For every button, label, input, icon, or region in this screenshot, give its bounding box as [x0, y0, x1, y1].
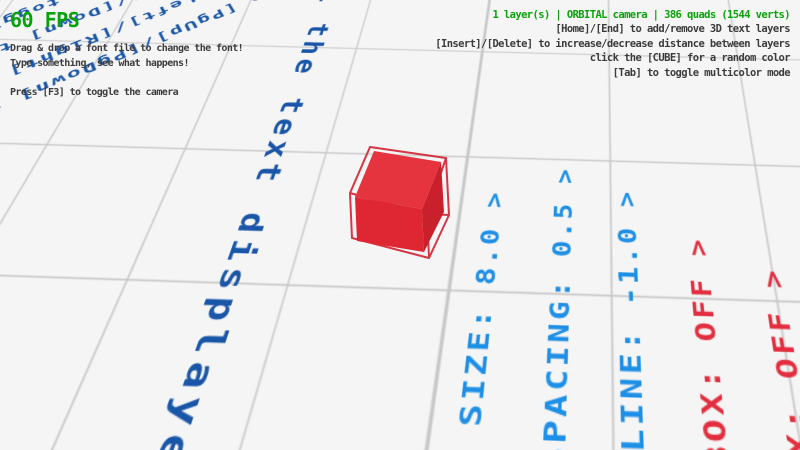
hud-top-right: 1 layer(s) | ORBITAL camera | 386 quads … [435, 8, 790, 80]
cube[interactable] [340, 135, 460, 265]
cube-right-face [422, 162, 444, 252]
hint-multicolor-mode: [Tab] to toggle multicolor mode [612, 66, 791, 79]
lbox-label: < LBOX: OFF > [682, 236, 749, 450]
line-label: < LINE: -1.0 > [612, 189, 655, 450]
hint-cube-random-color: click the [CUBE] for a random color [589, 52, 791, 65]
hint-add-remove-layers: [Home]/[End] to add/remove 3D text layer… [555, 23, 790, 35]
hint-layer-distance: [Insert]/[Delete] to increase/decrease d… [435, 37, 790, 50]
tbox-label: < TBOX: OFF > [756, 267, 800, 450]
cube-top-face [355, 151, 441, 209]
hint-type-something: Type something, see what happens! [10, 58, 189, 69]
hud-top-left: 60 FPS Drag & drop a font file to change… [10, 8, 244, 100]
hint-drag-drop-font: Drag & drop a font file to change the fo… [10, 43, 244, 54]
spacing-label: < SPACING: 0.5 > [533, 166, 580, 450]
status-bar: 1 layer(s) | ORBITAL camera | 386 quads … [492, 9, 790, 21]
hint-toggle-camera: Press [F3] to toggle the camera [10, 87, 179, 98]
cube-front-face [355, 197, 424, 252]
fps-counter: 60 FPS [10, 8, 80, 32]
